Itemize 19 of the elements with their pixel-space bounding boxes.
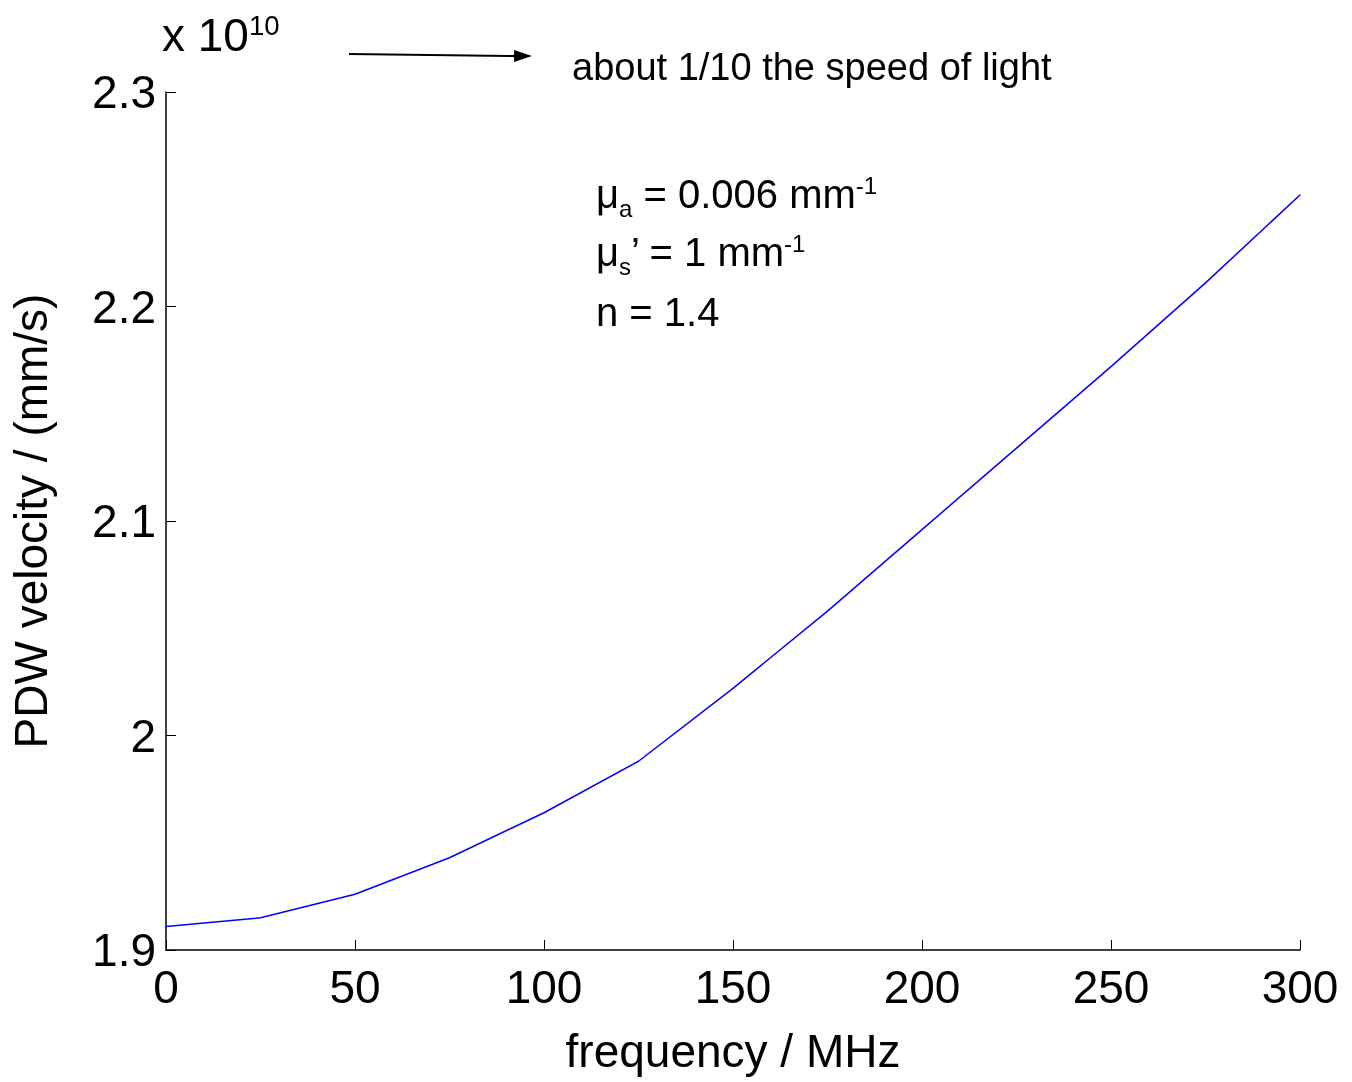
x-tick-label: 150 [694, 961, 772, 1013]
y-tick-label: 1.9 [92, 924, 156, 976]
annotation: μ$_{s}$’ = 1 mm$^{-1}$ [596, 230, 806, 282]
x-tick-label: 0 [153, 961, 179, 1013]
y-tick-label: 2.2 [92, 280, 156, 333]
y-tick-label: 2 [130, 709, 156, 762]
x-axis-title: frequency / MHz [565, 1025, 901, 1077]
x-tick-label: 300 [1261, 961, 1339, 1013]
x-tick-label: 200 [883, 961, 961, 1013]
x-tick-label: 100 [505, 961, 583, 1013]
text: x 10$^{10}$ [162, 8, 280, 62]
text: about 1/10 the speed of light [572, 46, 1052, 89]
annotation: n = 1.4 [596, 290, 720, 335]
y-tick-label: 2.1 [92, 495, 156, 547]
x-tick-label: 250 [1072, 961, 1150, 1013]
x-tick-label: 50 [329, 961, 381, 1013]
y-axis-title: PDW velocity / (mm/s) [5, 293, 57, 749]
y-tick-label: 2.3 [92, 66, 156, 118]
annotation: μ$_{a}$ = 0.006 mm$^{-1}$ [596, 172, 878, 224]
